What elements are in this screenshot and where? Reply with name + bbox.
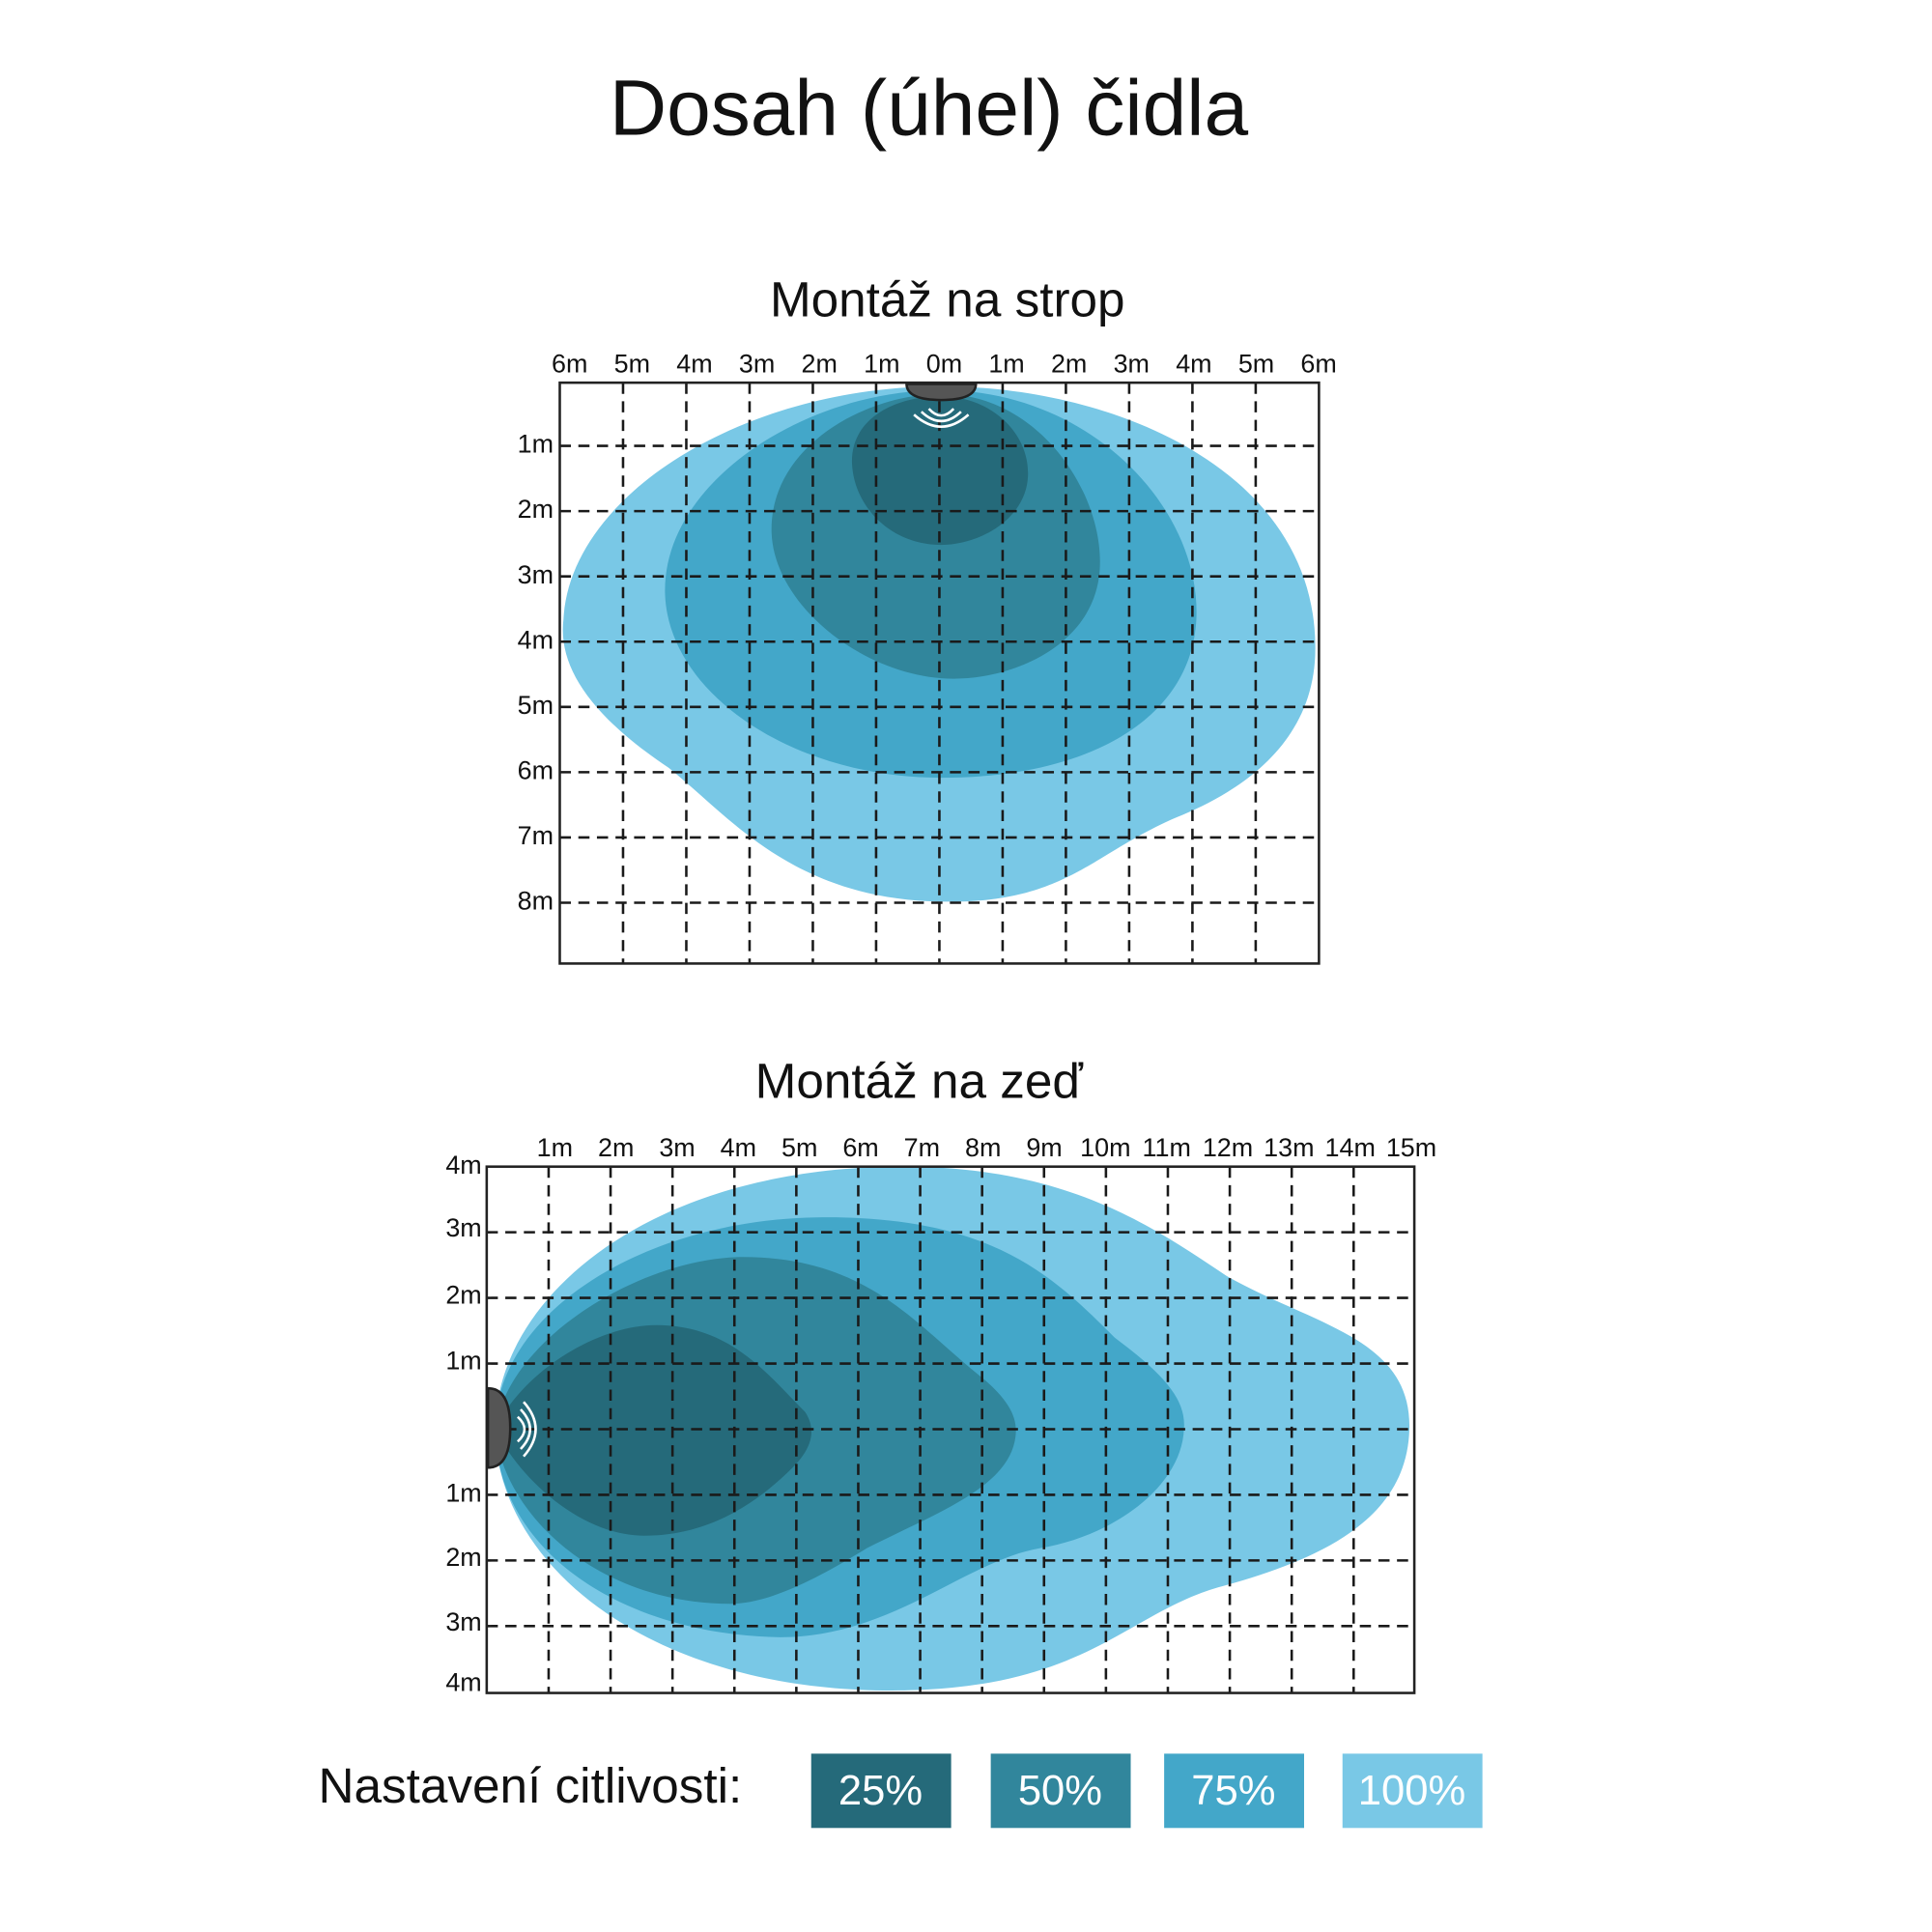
sensor-wave	[517, 1415, 526, 1443]
y-tick-label: 3m	[445, 1213, 481, 1242]
sensor-wave	[920, 411, 962, 423]
y-tick-label: 1m	[518, 430, 554, 459]
x-tick-label: 3m	[659, 1133, 695, 1162]
legend-item: 75%	[1191, 1768, 1275, 1814]
sensor-wave	[523, 1401, 537, 1458]
x-tick-label: 12m	[1203, 1133, 1253, 1162]
x-tick-label: 14m	[1325, 1133, 1376, 1162]
x-tick-label: 3m	[739, 349, 775, 378]
legend-item: 25%	[838, 1768, 923, 1814]
x-tick-label: 5m	[781, 1133, 817, 1162]
y-tick-label: 6m	[518, 755, 554, 784]
x-tick-label: 6m	[842, 1133, 878, 1162]
y-tick-label: 4m	[518, 625, 554, 654]
y-tick-label: 4m	[445, 1668, 481, 1697]
x-tick-label: 2m	[598, 1133, 634, 1162]
x-tick-label: 13m	[1264, 1133, 1314, 1162]
legend-swatch	[990, 1753, 1131, 1829]
sensor-wave	[913, 413, 970, 428]
x-tick-label: 9m	[1026, 1133, 1062, 1162]
y-tick-label: 3m	[518, 560, 554, 589]
x-tick-label: 6m	[552, 349, 587, 378]
coverage-zone	[495, 1324, 812, 1536]
legend-item: 50%	[1018, 1768, 1102, 1814]
sensor-wave	[927, 408, 955, 417]
layer: 1m 2m 3m 4m 5m 6m 7m 8m 6m 5m 4m 3m 2m 1m 0m 1m 2m 3m 4m 5m…	[445, 349, 1483, 1829]
sensor-wave	[520, 1408, 531, 1450]
x-tick-label: 0m	[926, 349, 962, 378]
x-tick-label: 1m	[864, 349, 899, 378]
sensor	[905, 383, 978, 402]
y-tick-label: 3m	[445, 1607, 481, 1636]
x-tick-label: 5m	[1238, 349, 1274, 378]
page-title: Dosah (úhel) čidla	[610, 65, 1249, 153]
x-tick-label: 4m	[721, 1133, 756, 1162]
legend-swatch	[1342, 1753, 1483, 1829]
x-tick-label: 3m	[1114, 349, 1150, 378]
y-tick-label: 2m	[445, 1280, 481, 1309]
x-tick-label: 2m	[802, 349, 838, 378]
x-tick-label: 10m	[1080, 1133, 1130, 1162]
x-tick-label: 1m	[988, 349, 1024, 378]
legend-swatch	[810, 1753, 952, 1829]
y-tick-label: 1m	[445, 1346, 481, 1375]
legend-item: 100%	[1358, 1768, 1465, 1814]
y-tick-label: 5m	[518, 691, 554, 720]
x-tick-label: 1m	[537, 1133, 573, 1162]
sensor	[486, 1386, 512, 1469]
legend-label: Nastavení citlivosti:	[318, 1758, 742, 1813]
x-tick-label: 4m	[676, 349, 712, 378]
panel-title: Montáž na strop	[770, 272, 1125, 327]
x-tick-label: 5m	[614, 349, 650, 378]
x-tick-label: 7m	[904, 1133, 940, 1162]
legend-swatch	[1164, 1753, 1304, 1829]
panel-title: Montáž na zeď	[755, 1054, 1085, 1109]
x-tick-label: 2m	[1051, 349, 1087, 378]
y-tick-label: 2m	[518, 495, 554, 524]
x-tick-label: 11m	[1143, 1133, 1191, 1162]
y-tick-label: 1m	[445, 1479, 481, 1508]
x-tick-label: 15m	[1386, 1133, 1436, 1162]
y-tick-label: 7m	[518, 821, 554, 850]
x-tick-label: 8m	[965, 1133, 1001, 1162]
x-tick-label: 6m	[1300, 349, 1336, 378]
y-tick-label: 2m	[445, 1543, 481, 1572]
y-tick-label: 8m	[518, 887, 554, 916]
y-tick-label: 4m	[445, 1151, 481, 1179]
coverage-zone	[851, 396, 1029, 546]
x-tick-label: 4m	[1176, 349, 1211, 378]
